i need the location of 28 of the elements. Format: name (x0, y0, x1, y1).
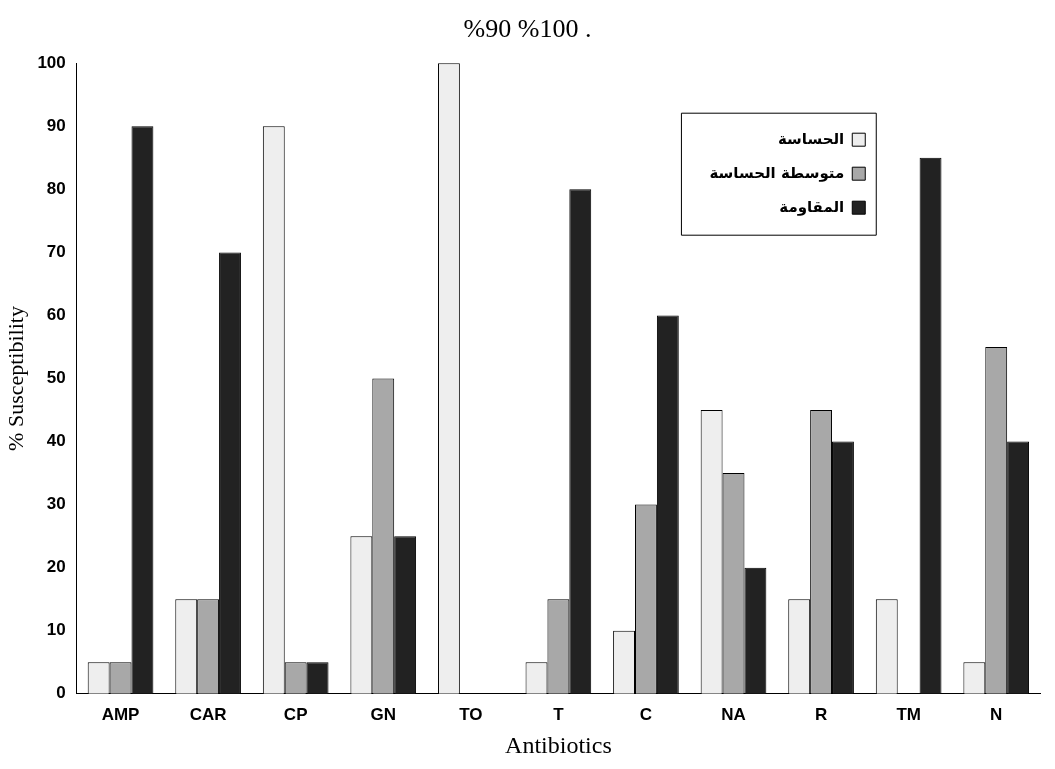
x-tick-label: AMP (101, 704, 140, 724)
x-axis-title: Antibiotics (505, 731, 612, 758)
legend-label: الحساسة (777, 130, 845, 149)
y-tick-label: 90 (46, 115, 66, 135)
x-tick-label: CAR (189, 704, 227, 724)
y-tick-label: 40 (46, 431, 66, 451)
x-tick-label: TM (896, 704, 921, 724)
legend-label: متوسطة الحساسة (709, 164, 845, 183)
y-tick-label: 60 (46, 305, 66, 325)
y-tick-label: 100 (37, 52, 66, 72)
x-tick-label: T (553, 704, 565, 724)
text: . %100 %90 (462, 14, 593, 44)
x-tick-label: C (639, 704, 653, 724)
legend-label: المقاومة (779, 198, 845, 217)
y-tick-label: 70 (46, 242, 66, 262)
y-tick-label: 20 (46, 557, 66, 577)
x-tick-label: CP (283, 704, 308, 724)
y-tick-label: 80 (46, 179, 66, 199)
y-tick-label: 50 (46, 368, 66, 388)
y-axis-title: % Susceptibility (2, 306, 28, 451)
y-tick-label: 30 (46, 494, 66, 514)
x-tick-label: N (990, 704, 1003, 724)
x-tick-label: R (814, 704, 828, 724)
x-tick-label: NA (721, 704, 746, 724)
y-tick-label: 10 (46, 620, 66, 640)
x-tick-label: GN (370, 704, 396, 724)
y-tick-label: 0 (56, 683, 66, 703)
x-tick-label: TO (459, 704, 483, 724)
